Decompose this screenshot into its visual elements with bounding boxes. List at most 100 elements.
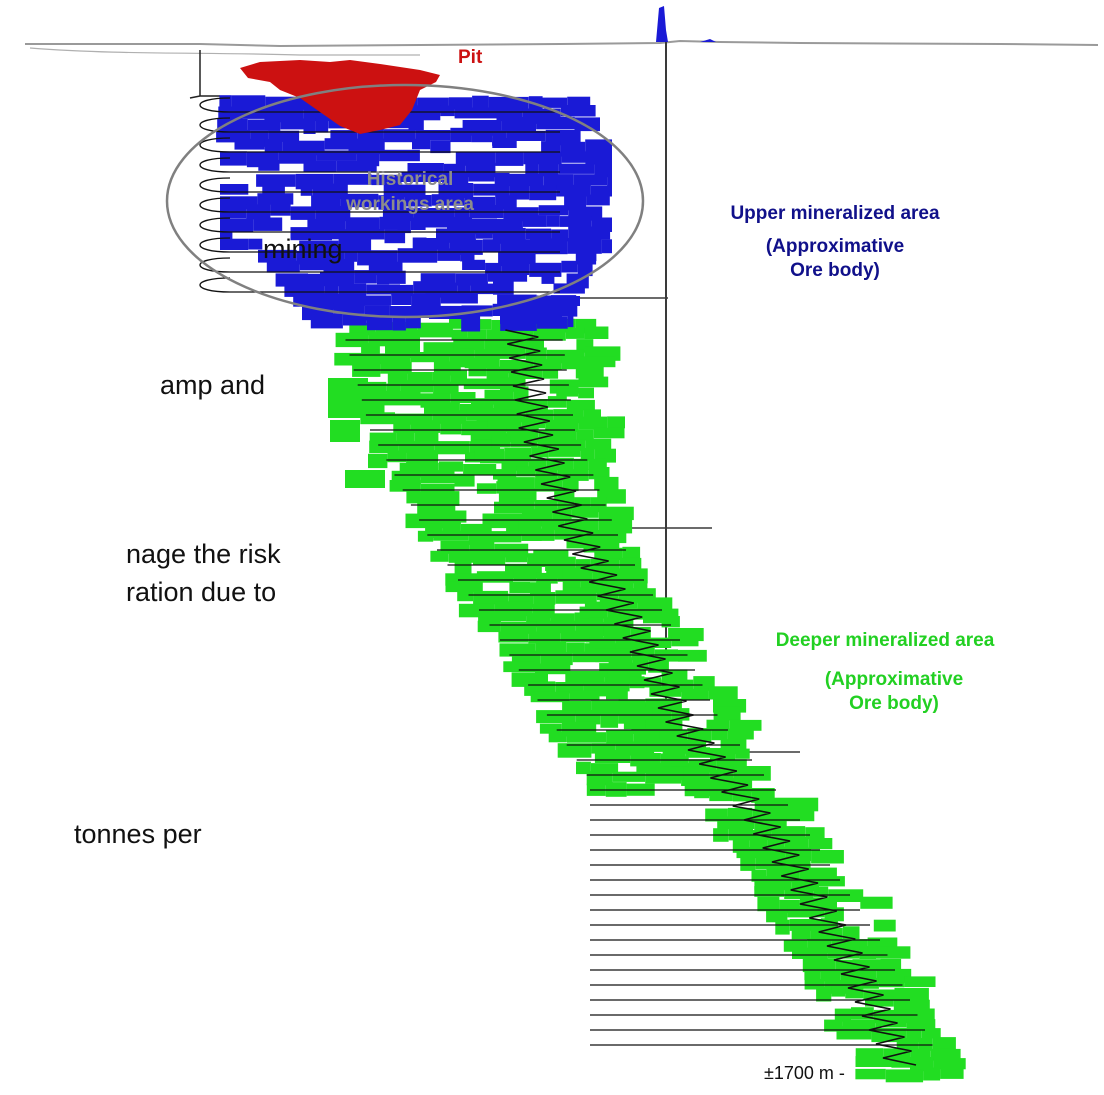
upper-ore-block — [575, 117, 601, 131]
deeper-ore-block — [549, 732, 567, 743]
deeper-ore-block — [556, 386, 578, 396]
deeper-ore-block — [570, 690, 600, 700]
deeper-ore-block — [584, 327, 608, 340]
upper-ore-block — [391, 294, 411, 305]
deeper-ore-block — [406, 450, 438, 464]
deeper-ore-block — [816, 987, 831, 1001]
deeper-ore-block — [435, 441, 470, 454]
deeper-ore-block — [594, 477, 618, 490]
deeper-ore-block — [659, 730, 687, 741]
deeper-ore-block — [620, 558, 642, 570]
upper-mineralized-label: Upper mineralized area (Approximative Or… — [690, 202, 980, 284]
upper-ore-block — [607, 174, 612, 187]
upper-ore-block — [488, 272, 527, 282]
upper-ore-block — [526, 229, 551, 240]
deeper-ore-block — [879, 977, 905, 987]
deeper-ore-block — [811, 850, 844, 864]
ground-surface-underline — [30, 48, 420, 55]
upper-ore-block — [529, 185, 556, 200]
upper-ore-block — [441, 293, 478, 304]
deeper-ore-block — [328, 378, 368, 418]
upper-ore-block — [576, 249, 596, 265]
deeper-ore-block — [433, 531, 468, 541]
deeper-ore-block — [607, 416, 625, 428]
deeper-ore-block — [345, 470, 385, 488]
upper-ore-block — [437, 248, 460, 261]
deeper-ore-block — [729, 827, 753, 840]
deeper-ore-block — [819, 876, 845, 886]
upper-label-line: (Approximative — [690, 235, 980, 260]
upper-ore-block — [220, 184, 248, 195]
deeper-ore-block — [455, 561, 472, 576]
upper-ore-block — [398, 248, 438, 263]
deeper-ore-block — [464, 379, 500, 390]
deeper-ore-block — [792, 948, 828, 959]
upper-ore-block — [560, 216, 592, 227]
upper-ore-block — [413, 238, 427, 249]
deeper-ore-block — [469, 366, 487, 376]
deeper-ore-block — [609, 657, 633, 667]
upper-label-title: Upper mineralized area — [690, 202, 980, 227]
deeper-ore-block — [711, 726, 728, 740]
deeper-ore-block — [837, 1026, 872, 1039]
deeper-ore-block — [662, 616, 680, 627]
deeper-ore-block — [477, 483, 496, 494]
deeper-ore-block — [567, 400, 595, 410]
upper-ore-block — [270, 205, 290, 216]
upper-ore-block — [602, 239, 612, 253]
upper-ore-block — [492, 138, 516, 148]
deeper-ore-block — [694, 787, 709, 798]
surface-feature-spot — [700, 39, 716, 42]
deeper-ore-block — [923, 1068, 940, 1081]
upper-ore-block — [389, 271, 406, 284]
deeper-ore-block — [400, 380, 433, 392]
upper-ore-block — [235, 139, 265, 150]
upper-ore-block — [450, 128, 471, 142]
upper-ore-block — [384, 129, 416, 142]
text-fragment: ration due to — [126, 579, 276, 606]
upper-ore-block — [427, 238, 450, 250]
upper-ore-block — [558, 164, 594, 174]
deeper-ore-block — [540, 652, 572, 665]
deeper-ore-block — [421, 470, 455, 483]
deeper-ore-block — [775, 920, 789, 935]
deeper-ore-block — [728, 729, 754, 740]
upper-ore-block — [248, 239, 262, 250]
depth-label: ±1700 m - — [764, 1063, 845, 1084]
deeper-ore-block — [860, 897, 892, 909]
deeper-ore-block — [457, 591, 473, 601]
upper-ore-block — [585, 150, 612, 164]
upper-ore-block — [586, 195, 610, 206]
deeper-ore-block — [417, 323, 453, 338]
deeper-ore-block — [672, 756, 689, 766]
deeper-ore-block — [940, 1068, 964, 1079]
deeper-ore-block — [548, 396, 567, 408]
text-fragment: nage the risk — [126, 541, 281, 568]
deeper-ore-block — [855, 1069, 885, 1079]
upper-ore-block — [542, 273, 555, 284]
deeper-label-line: (Approximative — [690, 668, 1080, 693]
deeper-ore-block — [886, 1069, 923, 1082]
deeper-ore-block — [439, 461, 463, 471]
upper-ore-block — [311, 314, 343, 328]
deeper-ore-block — [368, 454, 387, 468]
drill-trace — [190, 50, 220, 98]
upper-ore-block — [377, 272, 389, 284]
deeper-ore-block — [755, 856, 785, 869]
deeper-label-line: Ore body) — [690, 692, 1080, 717]
deeper-ore-block — [446, 581, 483, 592]
deeper-ore-block — [531, 692, 570, 702]
deeper-ore-block — [599, 507, 634, 520]
upper-label-line: Ore body) — [690, 259, 980, 284]
upper-ore-block — [440, 106, 454, 117]
deeper-ore-block — [546, 567, 562, 579]
deeper-ore-block — [624, 717, 646, 729]
deeper-ore-block — [876, 946, 910, 958]
upper-ore-block — [547, 215, 560, 226]
upper-ore-block — [380, 217, 398, 230]
deeper-ore-block — [478, 611, 498, 621]
deeper-ore-block — [473, 550, 505, 564]
deeper-ore-block — [330, 420, 360, 442]
deeper-ore-block — [440, 422, 461, 435]
